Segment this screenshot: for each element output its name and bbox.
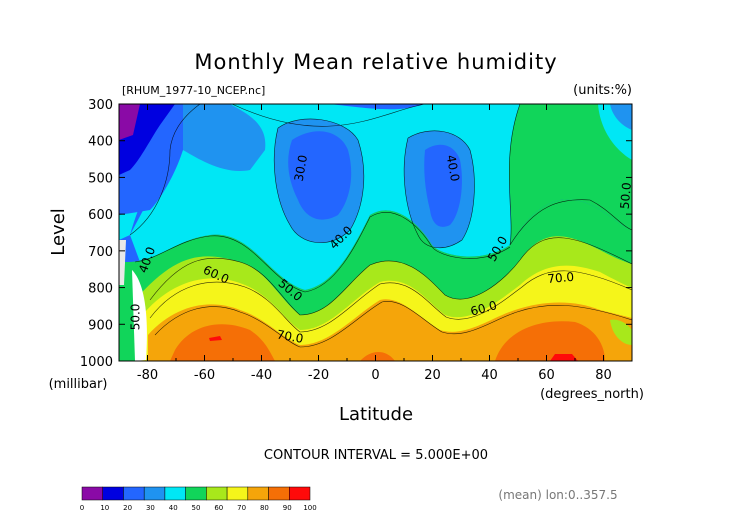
y-tick-label: 400 [88,135,113,150]
colorbar-swatch [268,486,290,501]
y-axis: 300 400 500 600 700 800 900 1000 [80,98,632,370]
colorbar-swatch [123,486,145,501]
y-tick-label: 700 [88,245,113,260]
colorbar-tick-label: 40 [169,504,178,512]
y-tick-label: 1000 [80,355,113,370]
x-tick-label: -80 [137,368,158,383]
colorbar-swatch [226,486,249,501]
y-tick-label: 300 [88,98,113,113]
contour-label: 40.0 [444,154,462,183]
colorbar-swatch [81,486,103,501]
contour-interval-note: CONTOUR INTERVAL = 5.000E+00 [264,448,488,463]
y-tick-label: 500 [88,171,113,186]
colorbar: 0 10 20 30 40 50 60 70 80 90 100 [80,486,317,512]
colorbar-tick-label: 70 [237,504,246,512]
x-tick-label: -20 [308,368,329,383]
x-tick-label: -60 [194,368,215,383]
contour-fill-band [170,324,275,361]
x-tick-label: 0 [371,368,379,383]
y-axis-unit: (millibar) [49,377,108,392]
x-axis-unit: (degrees_north) [540,387,644,402]
colorbar-swatch [143,486,166,501]
colorbar-tick-label: 10 [100,504,109,512]
contour-label: 50.0 [129,304,143,331]
contour-fill-band [183,104,266,171]
contour-fill-band [209,336,222,341]
x-tick-label: -40 [251,368,272,383]
contour-line [149,270,632,333]
contour-line [509,199,632,246]
file-subtitle: [RHUM_1977-10_NCEP.nc] [122,84,265,97]
contour-fill-band [550,354,578,361]
contour-label: 60.0 [469,298,498,318]
contour-fill-band [424,144,462,227]
contour-fill-band [610,319,632,345]
contour-label: 30.0 [292,154,310,183]
colorbar-swatch [164,486,186,501]
contour-fill-band [288,131,352,220]
colorbar-tick-label: 80 [260,504,269,512]
x-tick-label: 80 [595,368,612,383]
y-tick-label: 800 [88,282,113,297]
x-tick-label: 20 [424,368,441,383]
contour-fill-band [509,104,632,245]
contour-label: 70.0 [547,270,575,286]
contour-line [154,301,632,348]
colorbar-swatch [185,486,207,501]
contour-label: 70.0 [276,327,305,345]
colorbar-tick-label: 90 [283,504,292,512]
y-tick-label: 600 [88,208,113,223]
contour-line [231,104,426,127]
contour-line [149,237,632,316]
contour-fill-band [360,351,395,361]
colorbar-tick-label: 0 [80,504,84,512]
contour-fill-band [132,270,147,361]
mean-longitude-note: (mean) lon:0..357.5 [498,488,617,502]
contour-line [129,104,201,236]
colorbar-tick-label: 60 [214,504,223,512]
colorbar-swatch [289,486,311,501]
colorbar-tick-label: 30 [146,504,155,512]
y-axis-label: Level [48,208,69,256]
contour-fill-band [495,321,605,361]
chart-title: Monthly Mean relative humidity [194,50,557,74]
contour-fill-band [119,104,140,140]
x-tick-label: 60 [538,368,555,383]
contour-label: 50.0 [618,182,634,210]
x-tick-label: 40 [481,368,498,383]
y-tick-label: 900 [88,318,113,333]
colorbar-swatch [206,486,228,501]
colorbar-swatch [102,486,124,501]
x-axis-label: Latitude [339,404,413,425]
units-subtitle: (units:%) [573,83,632,98]
contour-fill-band [610,104,632,130]
colorbar-tick-label: 20 [123,504,132,512]
colorbar-tick-label: 100 [303,504,316,512]
contour-plot: 30.0 40.050.040.0 50.040.0 60.050.0 70.060.0… [119,104,634,361]
colorbar-swatch [247,486,269,501]
colorbar-tick-label: 50 [192,504,201,512]
contour-line [134,212,511,293]
contour-line [508,104,521,246]
